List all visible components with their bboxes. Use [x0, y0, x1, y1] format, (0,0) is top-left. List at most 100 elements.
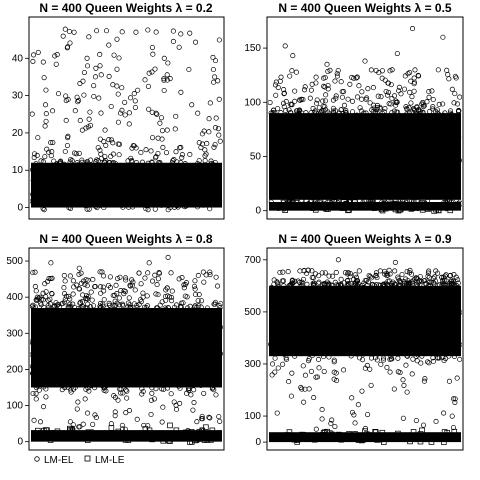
legend-label-lm-le: LM-LE: [95, 455, 125, 466]
data-point: [354, 112, 360, 118]
data-point: [357, 105, 363, 111]
data-point: [444, 67, 450, 73]
data-point: [62, 296, 68, 302]
data-point: [347, 271, 353, 277]
data-point: [154, 171, 160, 178]
data-point: [54, 368, 60, 374]
data-point: [130, 373, 136, 379]
data-point: [436, 134, 442, 140]
data-point: [286, 191, 292, 197]
data-point: [271, 147, 277, 154]
y-tick-label: 300: [244, 359, 261, 370]
data-point: [212, 142, 218, 148]
data-point: [427, 108, 433, 114]
data-point: [303, 192, 309, 198]
data-point: [400, 377, 406, 383]
data-point: [124, 177, 130, 183]
data-point: [73, 197, 80, 203]
dense-point-cluster: [31, 162, 222, 208]
data-point: [145, 27, 151, 33]
data-point: [447, 110, 453, 116]
data-point: [74, 282, 80, 288]
data-point: [429, 154, 435, 160]
data-point: [410, 162, 416, 168]
data-point: [289, 102, 295, 108]
data-point-square: [408, 206, 415, 212]
data-point: [430, 358, 436, 364]
data-point: [389, 95, 395, 102]
data-point: [30, 167, 35, 173]
data-point: [392, 158, 398, 165]
data-point: [449, 413, 455, 419]
data-point: [138, 149, 144, 155]
data-point: [100, 284, 106, 290]
data-point: [116, 377, 122, 383]
data-point: [401, 382, 407, 388]
data-point: [217, 324, 223, 330]
data-point: [302, 372, 308, 378]
data-point: [206, 195, 212, 201]
data-point: [69, 176, 75, 182]
data-point: [187, 199, 193, 205]
data-point: [433, 108, 439, 114]
data-point: [60, 33, 66, 39]
data-point: [374, 357, 380, 363]
data-point: [323, 146, 329, 152]
data-point: [43, 118, 49, 124]
data-point: [377, 283, 383, 289]
data-point: [97, 147, 103, 153]
data-point: [442, 182, 448, 188]
data-point: [76, 97, 82, 103]
data-point: [97, 284, 104, 290]
data-point: [178, 303, 184, 309]
data-point: [43, 394, 49, 400]
data-point: [150, 179, 156, 185]
data-point: [345, 173, 351, 180]
data-point: [154, 194, 160, 200]
data-point: [106, 73, 112, 79]
data-point: [381, 109, 387, 115]
data-point: [268, 299, 274, 305]
data-point: [388, 353, 394, 359]
data-point: [202, 153, 208, 159]
data-point: [325, 310, 331, 316]
data-point: [128, 341, 134, 347]
data-point: [193, 39, 199, 45]
data-point: [189, 102, 195, 108]
data-point: [62, 278, 68, 284]
data-point: [118, 358, 125, 364]
data-point: [38, 302, 44, 308]
data-point: [162, 354, 168, 360]
data-point: [31, 305, 37, 311]
data-point: [411, 181, 418, 187]
data-point: [58, 174, 64, 181]
data-point: [56, 324, 62, 330]
data-point: [300, 97, 306, 103]
data-point: [86, 116, 92, 122]
data-point-square: [79, 433, 86, 440]
data-point: [32, 283, 38, 290]
data-point: [64, 326, 70, 332]
data-point: [306, 346, 312, 352]
data-point: [280, 278, 287, 284]
data-point: [192, 286, 198, 292]
data-point: [42, 154, 48, 160]
y-tick-label: 0: [255, 206, 261, 217]
data-point: [409, 109, 415, 115]
data-point: [147, 341, 153, 347]
data-point: [170, 158, 176, 164]
data-point: [276, 142, 282, 148]
data-point: [349, 109, 356, 115]
data-point: [138, 342, 144, 348]
data-point: [289, 177, 295, 183]
data-point: [171, 157, 177, 163]
data-point: [76, 286, 83, 292]
data-point: [169, 298, 175, 304]
data-point: [408, 100, 414, 106]
data-point: [449, 194, 455, 200]
data-point: [426, 282, 432, 288]
data-point: [154, 367, 161, 373]
data-point: [355, 402, 361, 408]
data-point: [297, 107, 303, 113]
data-point: [455, 277, 461, 283]
